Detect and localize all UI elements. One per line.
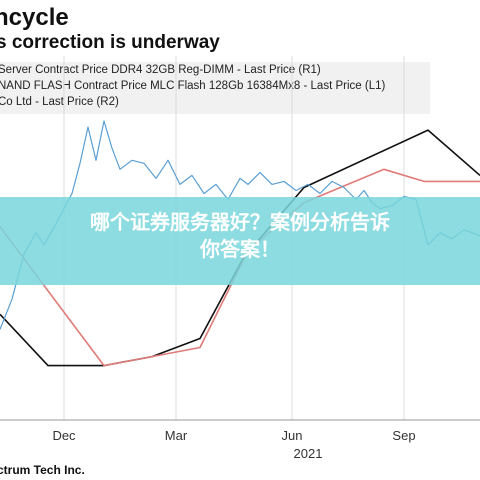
banner-line-2: 你答案！ [200,237,280,261]
overlay-banner [0,197,480,285]
chart-subtitle: s correction is underway [0,32,220,53]
x-tick-label-mar: Mar [165,428,188,443]
x-tick-label-jun: Jun [282,428,303,443]
series-line-0 [0,129,480,367]
legend-item-stock: Co Ltd - Last Price (R2) [0,96,119,108]
x-tick-label-dec: Dec [52,428,76,443]
banner-text: 哪个证券服务器好？案例分析告诉 你答案！ [40,209,440,263]
chart-title: ncycle [0,4,69,31]
legend: Server Contract Price DDR4 32GB Reg-DIMM… [0,62,430,114]
legend-item-nand: NAND FLASH Contract Price MLC Flash 128G… [0,80,386,92]
x-year-label: 2021 [294,446,323,461]
legend-item-ddr4: Server Contract Price DDR4 32GB Reg-DIMM… [0,64,321,76]
banner-line-1: 哪个证券服务器好？案例分析告诉 [90,210,390,234]
source-note: ctrum Tech Inc. [0,463,85,477]
x-tick-label-sep: Sep [392,428,415,443]
